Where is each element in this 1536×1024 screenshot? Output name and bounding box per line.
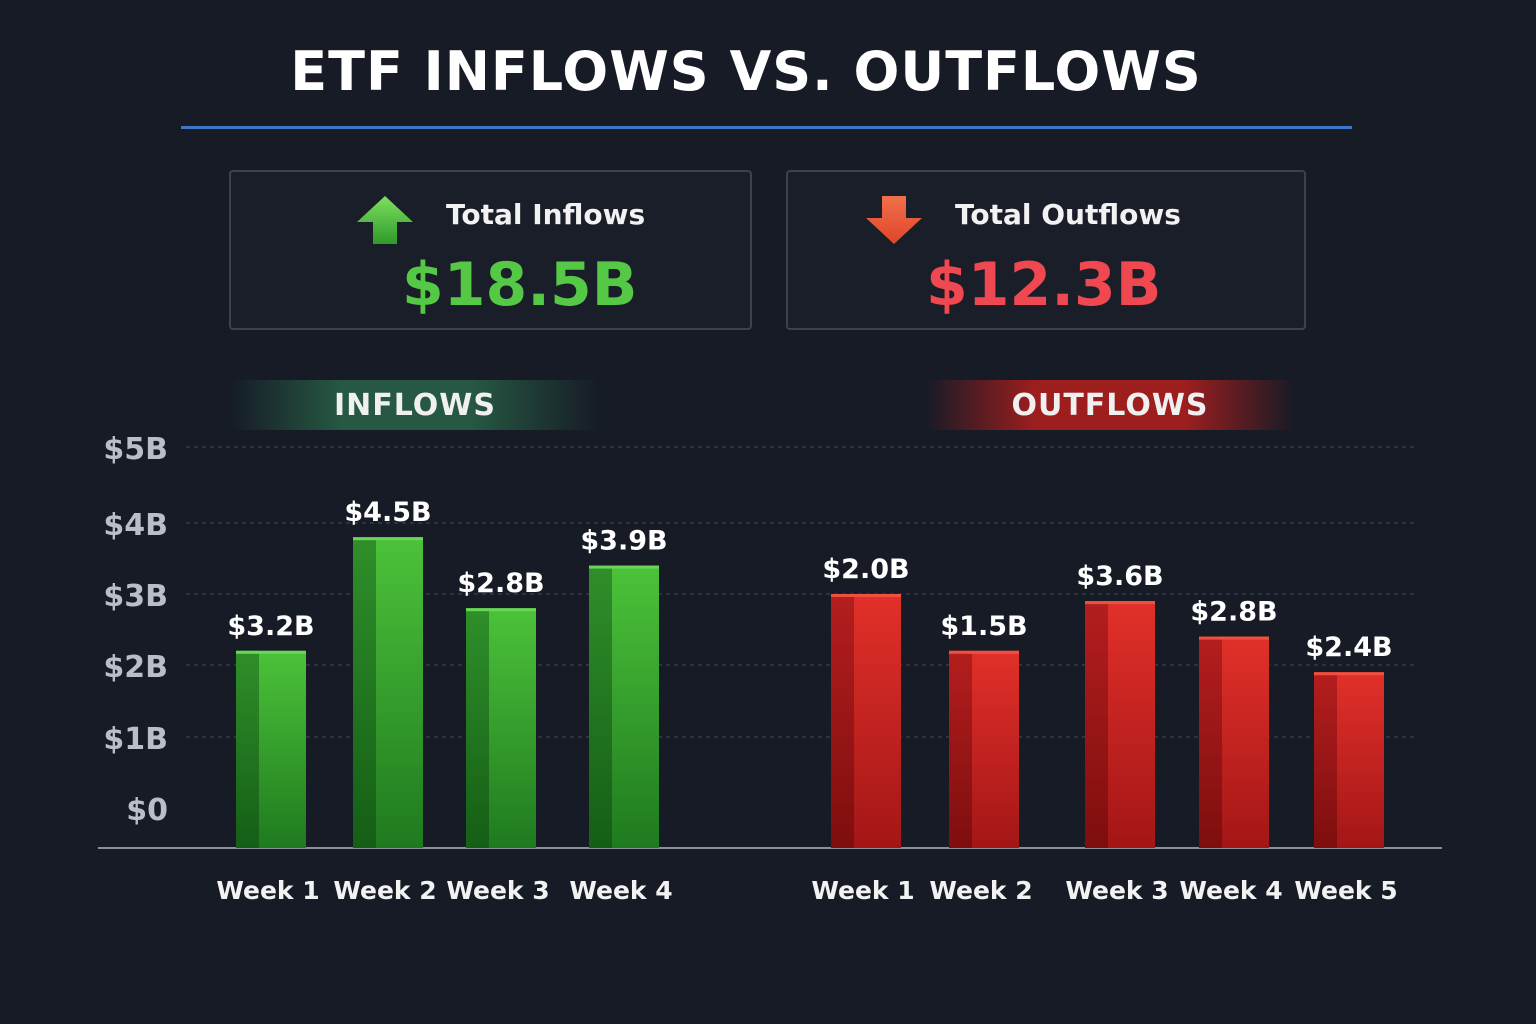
x-tick-label: Week 2 [929, 876, 1032, 905]
bar-cap [466, 608, 536, 612]
y-tick-label: $3B [103, 579, 168, 614]
arrow-up-icon [355, 194, 415, 250]
bar-shade [1314, 672, 1337, 848]
bar-cap [831, 594, 901, 597]
y-tick-label: $5B [103, 432, 168, 467]
data-label: $2.0B [822, 554, 909, 585]
data-label: $3.6B [1076, 561, 1163, 592]
data-label: $2.4B [1305, 632, 1392, 663]
x-tick-label: Week 1 [216, 876, 319, 905]
x-tick-label: Week 3 [446, 876, 549, 905]
bar-cap [589, 565, 659, 569]
data-label: $4.5B [344, 497, 431, 528]
x-tick-label: Week 2 [333, 876, 436, 905]
y-tick-label: $4B [103, 508, 168, 543]
total-outflows-label: Total Outflows [955, 198, 1181, 231]
y-tick-label: $0 [126, 793, 168, 828]
bar-shade [353, 537, 376, 848]
x-tick-label: Week 3 [1065, 876, 1168, 905]
bar-shade [236, 650, 259, 848]
page-title: ETF INFLOWS VS. OUTFLOWS [290, 40, 1202, 103]
total-outflows-card: Total Outflows $12.3B [786, 170, 1306, 330]
title-divider [181, 126, 1352, 129]
bar-shade [1085, 601, 1108, 848]
bar-shade [831, 594, 854, 848]
data-label: $3.2B [227, 611, 314, 642]
data-label: $2.8B [457, 568, 544, 599]
total-inflows-value: $18.5B [402, 250, 638, 320]
bar-shade [589, 565, 612, 848]
total-inflows-label: Total Inflows [446, 198, 646, 231]
bar-cap [353, 537, 423, 541]
bar-cap [1085, 601, 1155, 605]
bar-shade [949, 650, 972, 848]
total-outflows-value: $12.3B [926, 250, 1162, 320]
bar-shade [1199, 636, 1222, 848]
bar-shade [466, 608, 489, 848]
bar-cap [1314, 672, 1384, 676]
x-tick-label: Week 4 [569, 876, 672, 905]
x-tick-label: Week 5 [1294, 876, 1397, 905]
inflows-section-title: INFLOWS [230, 380, 600, 430]
bar-cap [949, 650, 1019, 654]
y-tick-label: $2B [103, 650, 168, 685]
bar-cap [1199, 636, 1269, 640]
bar-cap [236, 650, 306, 654]
y-tick-label: $1B [103, 722, 168, 757]
arrow-down-icon [864, 194, 924, 250]
outflows-section-title: OUTFLOWS [925, 380, 1295, 430]
data-label: $1.5B [940, 611, 1027, 642]
total-inflows-card: Total Inflows $18.5B [229, 170, 752, 330]
data-label: $3.9B [580, 526, 667, 557]
x-tick-label: Week 1 [811, 876, 914, 905]
x-tick-label: Week 4 [1179, 876, 1282, 905]
data-label: $2.8B [1190, 597, 1277, 628]
